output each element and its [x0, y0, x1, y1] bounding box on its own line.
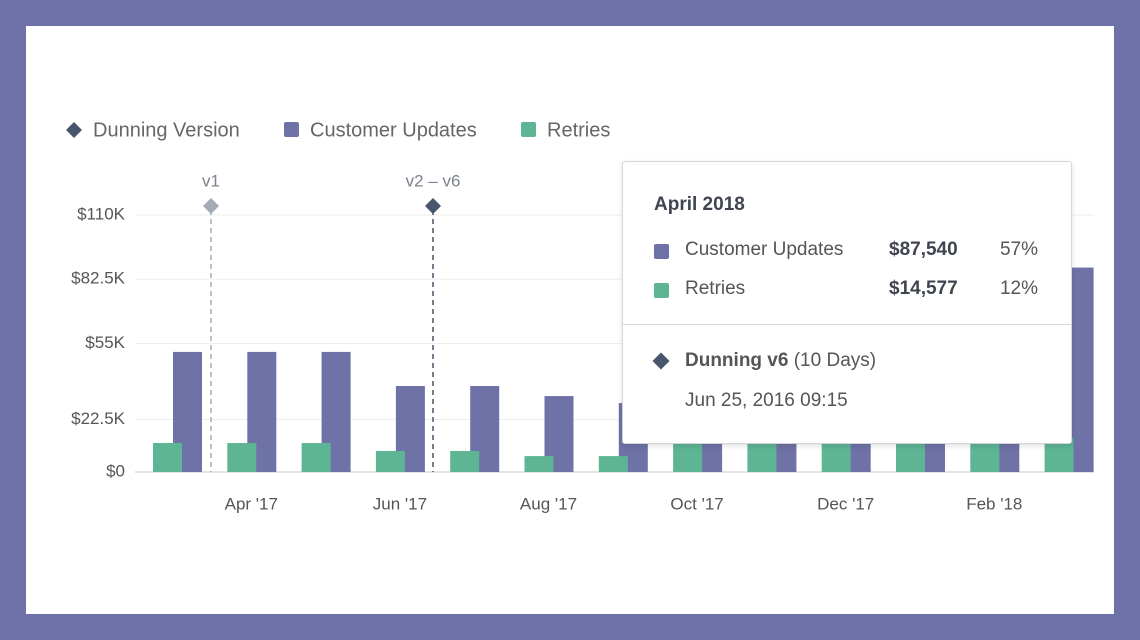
bar	[450, 450, 480, 472]
x-tick-label: Aug '17	[520, 494, 577, 513]
diamond	[652, 352, 670, 370]
x-tick-label: Oct '17	[670, 494, 723, 513]
version-marker	[425, 198, 441, 214]
y-tick-label: $110K	[77, 204, 126, 223]
x-tick-label: Dec '17	[817, 494, 874, 513]
tooltip-row: Retries $14,577 12%	[654, 278, 1044, 302]
bar	[524, 456, 554, 472]
bar	[227, 443, 257, 472]
legend-label: Customer Updates	[310, 119, 477, 141]
version-label: v2 – v6	[406, 171, 461, 190]
dunning-date: Jun 25, 2016 09:15	[685, 390, 848, 411]
version-label: v1	[202, 171, 220, 190]
row-name: Retries	[685, 278, 746, 299]
bar	[970, 439, 1000, 472]
version-marker	[203, 198, 219, 214]
row-value: $87,540	[889, 239, 958, 260]
bar	[747, 441, 777, 472]
bar	[673, 441, 703, 472]
divider	[623, 324, 1071, 325]
y-tick-label: $82.5K	[71, 269, 126, 288]
y-tick-label: $22.5K	[71, 409, 126, 428]
legend-swatch	[284, 122, 299, 137]
y-tick-label: $55K	[85, 333, 125, 352]
legend-label: Dunning Version	[93, 119, 240, 141]
row-value: $14,577	[889, 278, 958, 299]
x-tick-label: Feb '18	[966, 494, 1022, 513]
tooltip-title: April 2018	[654, 194, 745, 215]
x-tick-label: Apr '17	[225, 494, 278, 513]
row-percent: 57%	[999, 239, 1038, 260]
legend-label: Retries	[547, 119, 610, 141]
y-tick-label: $0	[106, 461, 125, 480]
bar	[598, 456, 628, 472]
legend-swatch	[521, 122, 536, 137]
swatch	[654, 244, 669, 259]
row-name: Customer Updates	[685, 239, 844, 260]
bar	[896, 439, 925, 472]
bar	[821, 440, 851, 472]
tooltip-row: Customer Updates $87,540 57%	[654, 239, 1044, 263]
bar	[375, 450, 405, 472]
dunning-duration: (10 Days)	[793, 350, 877, 371]
x-tick-label: Jun '17	[373, 494, 427, 513]
row-percent: 12%	[999, 278, 1038, 299]
dunning-name: Dunning v6 (10 Days)	[685, 350, 876, 372]
dunning-version: Dunning v6	[685, 350, 789, 371]
bar	[301, 443, 331, 472]
bar	[153, 443, 182, 472]
tooltip: April 2018 Customer Updates $87,540 57% …	[622, 161, 1072, 444]
swatch	[654, 283, 669, 298]
legend-marker	[66, 122, 82, 138]
